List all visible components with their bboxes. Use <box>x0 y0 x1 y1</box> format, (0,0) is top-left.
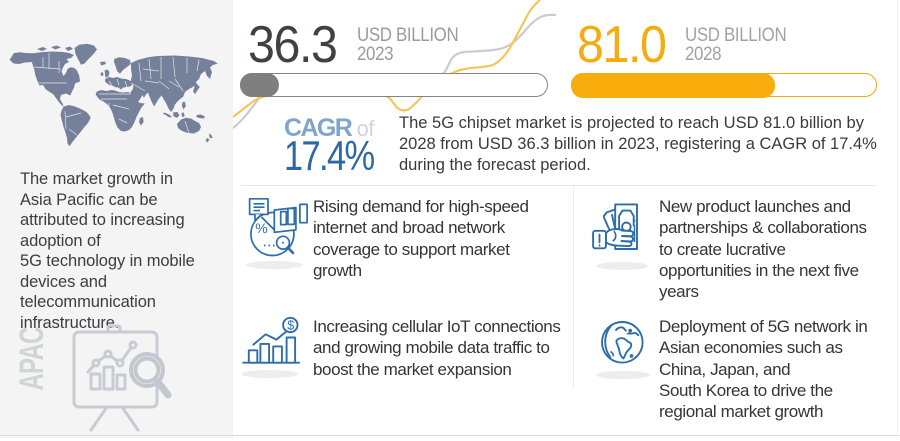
svg-text:$: $ <box>287 319 294 333</box>
svg-text:%: % <box>255 220 267 236</box>
